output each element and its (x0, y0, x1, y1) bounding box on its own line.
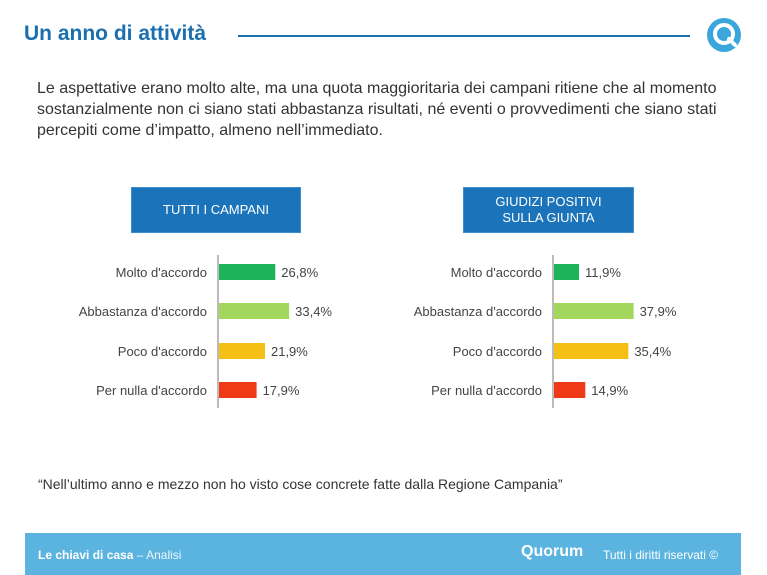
chart-1-bar (219, 382, 257, 398)
chart-2-title-text: GIUDIZI POSITIVI SULLA GIUNTA (495, 194, 601, 226)
footer-section: Le chiavi di casa – Analisi (38, 548, 181, 562)
chart-2-title-line-2: SULLA GIUNTA (502, 210, 595, 225)
chart-1-category-label: Abbastanza d'accordo (79, 304, 207, 319)
chart-1-bar (219, 343, 265, 359)
chart-1-title-text: TUTTI I CAMPANI (163, 202, 269, 217)
title-divider (238, 35, 690, 37)
footer-rights: Tutti i diritti riservati © (603, 548, 719, 562)
footer-separator: – (136, 548, 144, 562)
chart-2-title: GIUDIZI POSITIVI SULLA GIUNTA (463, 187, 634, 233)
chart-2-bar (554, 264, 579, 280)
chart-2-category-label: Per nulla d'accordo (431, 383, 542, 398)
chart-1-category-label: Molto d'accordo (116, 265, 207, 280)
chart-2-title-line-1: GIUDIZI POSITIVI (495, 194, 602, 209)
chart-1-value-label: 17,9% (263, 383, 300, 398)
chart-1-bar (219, 264, 276, 280)
footer-brand: Quorum (521, 543, 583, 561)
footer-title: Le chiavi di casa (38, 548, 134, 562)
quorum-q-icon (707, 18, 741, 52)
chart-1-value-label: 33,4% (295, 304, 332, 319)
chart-1-value-label: 26,8% (281, 265, 318, 280)
chart-2-bar (554, 343, 629, 359)
chart-2-bar (554, 303, 634, 319)
chart-1-value-label: 21,9% (271, 344, 308, 359)
page-title: Un anno di attività (24, 22, 207, 45)
chart-2-value-label: 37,9% (640, 304, 677, 319)
chart-2-category-label: Abbastanza d'accordo (414, 304, 542, 319)
chart-1-bar (219, 303, 290, 319)
chart-2-value-label: 11,9% (585, 265, 621, 280)
chart-2-value-label: 35,4% (634, 344, 671, 359)
footer-bar: Le chiavi di casa – Analisi Quorum Tutti… (25, 533, 741, 575)
chart-2-category-label: Poco d'accordo (453, 344, 542, 359)
chart-2-category-label: Molto d'accordo (451, 265, 542, 280)
chart-1-title: TUTTI I CAMPANI (131, 187, 301, 233)
intro-text: Le aspettative erano molto alte, ma una … (37, 80, 717, 139)
quote-text: “Nell’ultimo anno e mezzo non ho visto c… (38, 476, 563, 492)
footer-subtitle: Analisi (146, 548, 182, 562)
chart-2-value-label: 14,9% (591, 383, 628, 398)
chart-1-category-label: Per nulla d'accordo (96, 383, 207, 398)
footer-brand-text: Quorum (521, 543, 584, 560)
chart-2-bar (554, 382, 586, 398)
chart-1-category-label: Poco d'accordo (118, 344, 207, 359)
